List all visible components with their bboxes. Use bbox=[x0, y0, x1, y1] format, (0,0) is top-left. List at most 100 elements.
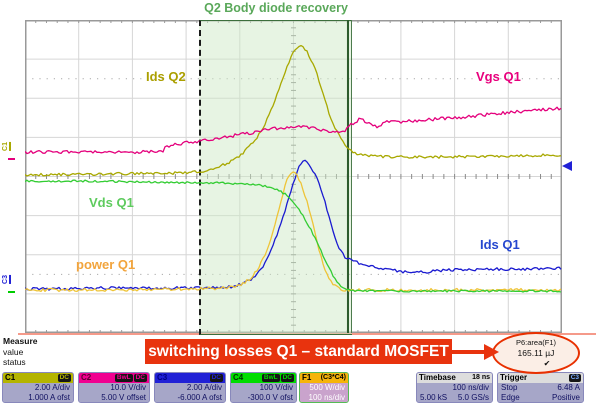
info-box-f1[interactable]: F1 (C3*C4) 500 W/div 100 ns/div bbox=[299, 372, 349, 403]
info-box-header: Timebase 18 ns bbox=[417, 373, 492, 383]
annotation-banner: switching losses Q1 – standard MOSFET bbox=[145, 339, 452, 364]
info-box-line: 100 ns/div bbox=[303, 393, 345, 402]
line-right: Positive bbox=[551, 393, 580, 402]
trigger-source-badge: C3 bbox=[568, 374, 581, 382]
measurement-value: 165.11 µJ bbox=[517, 348, 555, 358]
info-box-line: -6.000 A ofst bbox=[158, 393, 222, 402]
channel-zero-tick bbox=[8, 291, 15, 293]
line-right: 2.00 A/div bbox=[186, 383, 222, 392]
coupling-badge-bwl: BwL bbox=[114, 374, 133, 382]
info-box-c4[interactable]: C4 BwL DC 100 V/div -300.0 V ofst bbox=[230, 372, 297, 403]
line-right: 5.0 GS/s bbox=[457, 393, 489, 402]
channel-marker-c3[interactable]: C3 bbox=[2, 275, 11, 284]
measure-value-label: value bbox=[3, 347, 24, 357]
info-box-line: 5.00 V offset bbox=[82, 393, 146, 402]
highlight-region-body-diode-recovery bbox=[199, 20, 352, 335]
info-box-body: 2.00 A/div -6.000 A ofst bbox=[155, 383, 225, 402]
channel-zero-tick bbox=[8, 158, 15, 160]
header-right: (C3*C4) bbox=[321, 373, 346, 383]
info-box-trigger[interactable]: Trigger C3 Stop 6.48 A Edge Positive bbox=[497, 372, 584, 403]
info-box-line: 100 ns/div bbox=[420, 383, 489, 393]
line-left: Stop bbox=[501, 383, 518, 392]
info-box-line: 2.00 A/div bbox=[158, 383, 222, 393]
trace-vds-q1-c4 bbox=[25, 179, 562, 293]
function-expression: (C3*C4) bbox=[320, 374, 346, 381]
coupling-badge-bwl: BwL bbox=[261, 374, 280, 382]
info-box-line: 2.00 A/div bbox=[6, 383, 70, 393]
measurement-name: P6:area(F1) bbox=[515, 338, 557, 347]
line-right: 100 V/div bbox=[259, 383, 293, 392]
info-box-line: 1.000 A ofst bbox=[6, 393, 70, 402]
line-right: 100 ns/div bbox=[308, 393, 345, 402]
header-right: BwL DC bbox=[261, 374, 294, 382]
channel-id-label: Timebase bbox=[419, 373, 456, 382]
highlight-region-right-border bbox=[347, 20, 349, 333]
info-box-c3[interactable]: C3 DC 2.00 A/div -6.000 A ofst bbox=[154, 372, 226, 403]
trace-ids-q2-c1 bbox=[25, 44, 562, 177]
coupling-badge-dc: DC bbox=[209, 374, 223, 382]
highlight-region-right-border2 bbox=[351, 20, 352, 333]
channel-id-label: C3 bbox=[157, 373, 168, 382]
header-right: BwL DC bbox=[114, 374, 147, 382]
coupling-badge-dc: DC bbox=[133, 374, 147, 382]
line-right: 2.00 A/div bbox=[34, 383, 70, 392]
header-right: DC bbox=[209, 374, 223, 382]
info-box-line: 10.0 V/div bbox=[82, 383, 146, 393]
channel-id-label: F1 bbox=[302, 373, 312, 382]
info-box-line: 500 W/div bbox=[303, 383, 345, 393]
line-left: Edge bbox=[501, 393, 520, 402]
channel-marker-c1[interactable]: C1 bbox=[2, 142, 11, 151]
info-box-header: Trigger C3 bbox=[498, 373, 583, 383]
line-right: 100 ns/div bbox=[452, 383, 489, 392]
region-title: Q2 Body diode recovery bbox=[204, 1, 348, 15]
info-box-body: 2.00 A/div 1.000 A ofst bbox=[3, 383, 73, 402]
coupling-badge-dc: DC bbox=[57, 374, 71, 382]
info-box-header: F1 (C3*C4) bbox=[300, 373, 348, 383]
trace-vgs-q1-c2 bbox=[25, 106, 562, 155]
trace-label-power-q1: power Q1 bbox=[76, 257, 136, 272]
line-left: 5.00 kS bbox=[420, 393, 448, 402]
line-right: 1.000 A ofst bbox=[28, 393, 70, 402]
info-box-line: 5.00 kS 5.0 GS/s bbox=[420, 393, 489, 402]
annotation-arrow-icon bbox=[452, 344, 499, 360]
info-box-header: C1 DC bbox=[3, 373, 73, 383]
checkmark-icon: ✔ bbox=[543, 359, 551, 368]
info-box-header: C3 DC bbox=[155, 373, 225, 383]
channel-id-label: Trigger bbox=[500, 373, 528, 382]
trace-ids-q1-c3 bbox=[25, 159, 562, 291]
trace-label-ids-q2: Ids Q2 bbox=[146, 69, 186, 84]
info-box-c2[interactable]: C2 BwL DC 10.0 V/div 5.00 V offset bbox=[78, 372, 150, 403]
info-box-body: 100 ns/div 5.00 kS 5.0 GS/s bbox=[417, 383, 492, 402]
header-right: 18 ns bbox=[472, 373, 490, 383]
measurement-result-oval: P6:area(F1) 165.11 µJ ✔ bbox=[492, 332, 580, 374]
channel-id-label: C4 bbox=[233, 373, 244, 382]
line-right: 10.0 V/div bbox=[110, 383, 146, 392]
channel-id-label: C1 bbox=[5, 373, 16, 382]
function-expression: 18 ns bbox=[472, 374, 490, 381]
info-box-body: 500 W/div 100 ns/div bbox=[300, 383, 348, 402]
waveform-traces bbox=[25, 44, 562, 293]
info-box-line: 100 V/div bbox=[234, 383, 293, 393]
info-box-header: C4 BwL DC bbox=[231, 373, 296, 383]
info-box-timebase[interactable]: Timebase 18 ns 100 ns/div 5.00 kS 5.0 GS/s bbox=[416, 372, 493, 403]
channel-id-label: C2 bbox=[81, 373, 92, 382]
info-box-body: 100 V/div -300.0 V ofst bbox=[231, 383, 296, 402]
measure-status-label: status bbox=[3, 357, 26, 367]
info-box-line: Stop 6.48 A bbox=[501, 383, 580, 393]
trace-label-ids-q1: Ids Q1 bbox=[480, 237, 520, 252]
info-box-body: 10.0 V/div 5.00 V offset bbox=[79, 383, 149, 402]
trigger-level-arrow-icon[interactable] bbox=[562, 161, 572, 171]
waveform-grid bbox=[25, 20, 562, 335]
info-box-line: -300.0 V ofst bbox=[234, 393, 293, 402]
info-box-body: Stop 6.48 A Edge Positive bbox=[498, 383, 583, 402]
info-box-c1[interactable]: C1 DC 2.00 A/div 1.000 A ofst bbox=[2, 372, 74, 403]
header-right: C3 bbox=[568, 374, 581, 382]
line-right: -6.000 A ofst bbox=[177, 393, 222, 402]
trace-label-vds-q1: Vds Q1 bbox=[89, 195, 134, 210]
trace-power-q1-f1 bbox=[25, 171, 562, 293]
info-box-line: Edge Positive bbox=[501, 393, 580, 402]
trace-label-vgs-q1: Vgs Q1 bbox=[476, 69, 521, 84]
measure-label: Measure bbox=[3, 336, 38, 346]
line-right: 500 W/div bbox=[309, 383, 345, 392]
